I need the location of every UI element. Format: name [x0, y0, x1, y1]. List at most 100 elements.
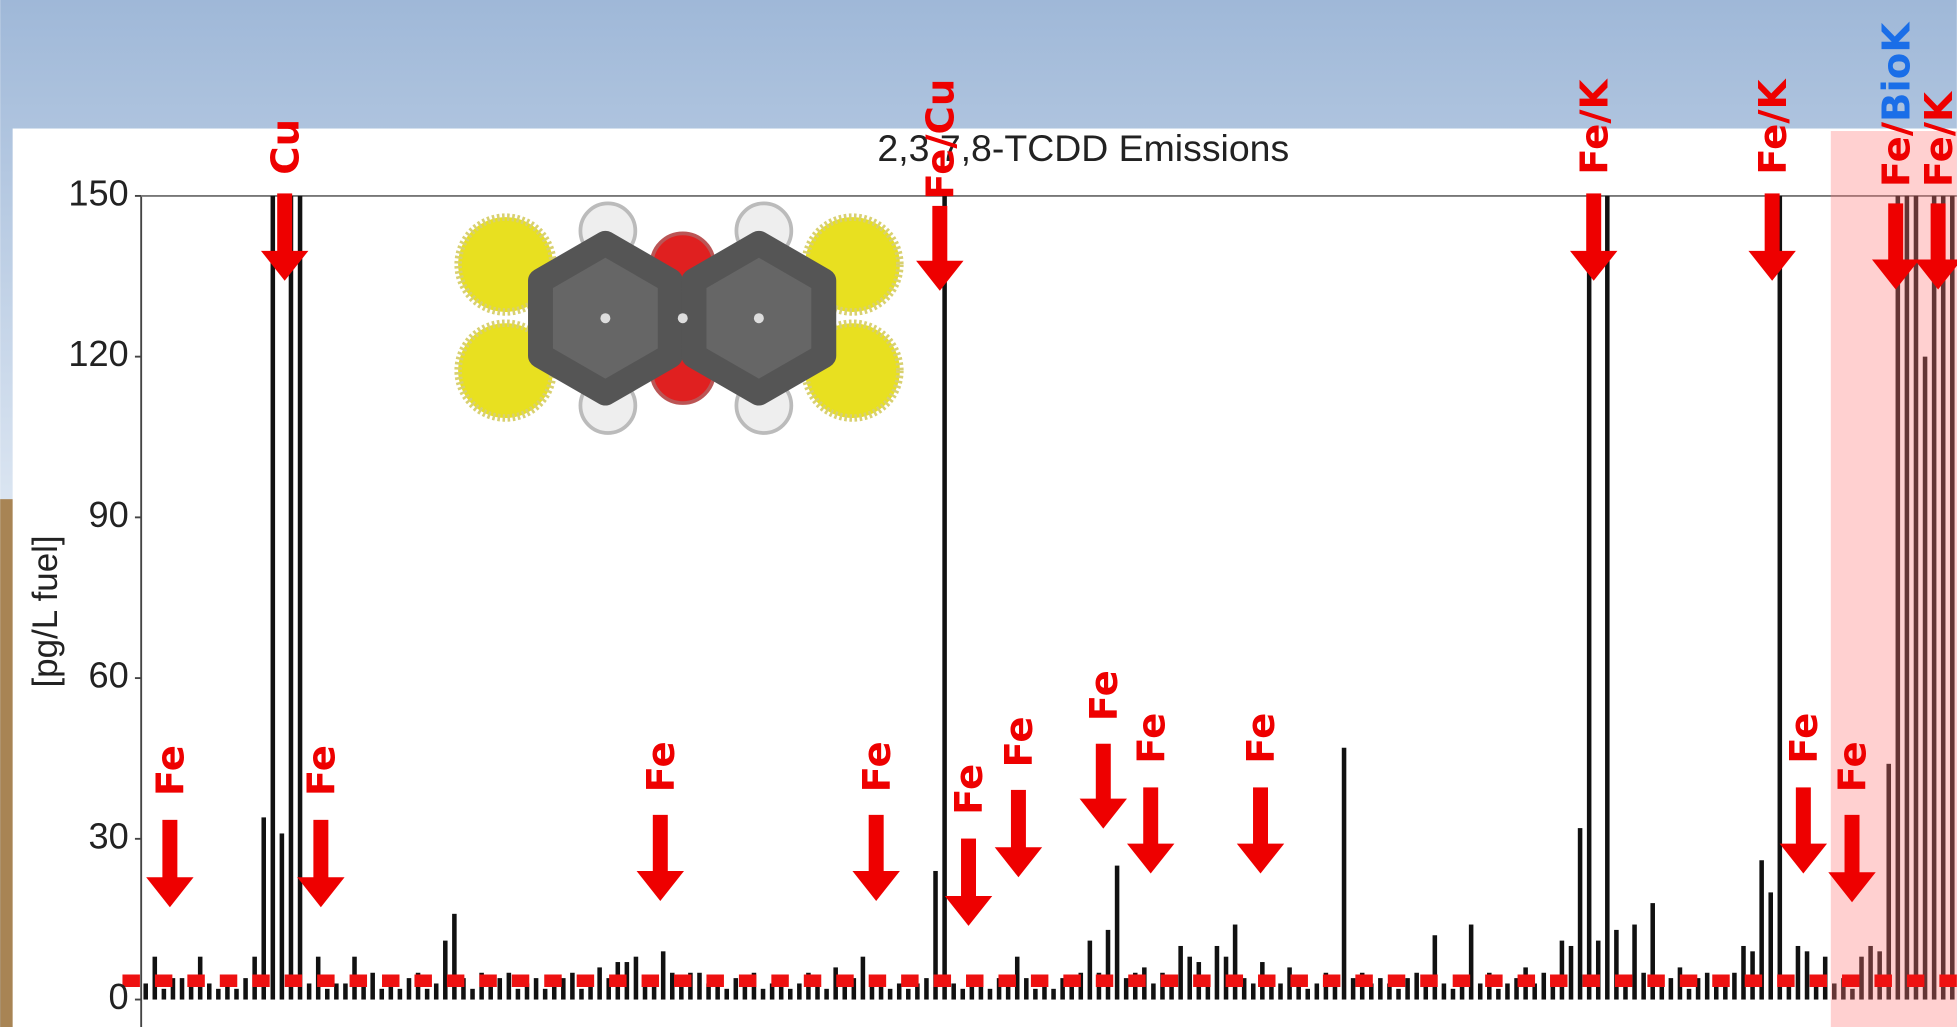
bar — [234, 989, 239, 1000]
bar — [924, 978, 929, 999]
bar — [343, 983, 348, 999]
bar — [398, 989, 403, 1000]
bar — [1124, 978, 1129, 999]
bar — [824, 989, 829, 1000]
bar — [1605, 196, 1610, 1000]
y-tick-label: 120 — [68, 333, 128, 374]
annotation-part: Fe — [1782, 713, 1827, 764]
bar — [634, 957, 639, 1000]
annotation-part: Fe — [1082, 670, 1127, 721]
annotation-label: Fe — [639, 741, 684, 792]
annotation-part: Fe — [300, 745, 345, 796]
bar — [1732, 973, 1737, 1000]
annotation-label: Fe — [300, 745, 345, 796]
bar — [1542, 973, 1547, 1000]
bar — [1351, 978, 1356, 999]
bar — [1687, 989, 1692, 1000]
y-tick-label: 60 — [88, 655, 128, 696]
annotation-part: Fe — [639, 741, 684, 792]
annotation-label: Cu — [263, 119, 308, 175]
arrow-shaft — [162, 820, 177, 880]
bar — [1342, 748, 1347, 1000]
bar — [1451, 989, 1456, 1000]
bar — [1560, 941, 1565, 1000]
bar — [1505, 983, 1510, 999]
bar — [1578, 828, 1583, 999]
bar — [734, 978, 739, 999]
bar — [1442, 983, 1447, 999]
y-tick-label: 30 — [88, 815, 128, 856]
bar — [1024, 978, 1029, 999]
bar — [334, 983, 339, 999]
plot-panel — [13, 129, 1957, 1027]
bar — [724, 989, 729, 1000]
bar — [1478, 983, 1483, 999]
annotation-part: Fe — [149, 745, 194, 796]
bar — [906, 989, 911, 1000]
bar — [988, 989, 993, 1000]
annotation-part: BioK — [1874, 21, 1919, 122]
bar — [1315, 983, 1320, 999]
annotation-label: Fe — [149, 745, 194, 796]
bar — [1278, 983, 1283, 999]
arrow-shaft — [1143, 787, 1158, 846]
bar — [1378, 978, 1383, 999]
bar — [307, 983, 312, 999]
arrow-shaft — [932, 206, 947, 263]
arrow-shaft — [1765, 193, 1780, 253]
annotation-label: Fe/K — [1751, 78, 1796, 175]
annotation-part: Fe — [1831, 741, 1876, 792]
annotation-label: Fe/BioK — [1874, 21, 1919, 188]
bar — [407, 978, 412, 999]
arrow-shaft — [1096, 744, 1111, 801]
arrow-shaft — [1931, 203, 1946, 262]
y-tick-label: 90 — [88, 494, 128, 535]
bar — [1414, 973, 1419, 1000]
arrow-shaft — [313, 820, 328, 880]
bar — [216, 989, 221, 1000]
bar — [516, 989, 521, 1000]
annotation-part: Fe/K — [1917, 90, 1957, 187]
bar — [1496, 989, 1501, 1000]
bar — [370, 973, 375, 1000]
bar — [470, 989, 475, 1000]
bar — [1614, 930, 1619, 1000]
bar — [1433, 935, 1438, 999]
bar — [1632, 925, 1637, 1000]
bar — [434, 983, 439, 999]
annotation-label: Fe — [855, 741, 900, 792]
bar — [1187, 957, 1192, 1000]
annotation-label: Fe/K — [1917, 90, 1957, 187]
bar — [888, 989, 893, 1000]
annotation-label: Fe — [997, 716, 1042, 767]
bar — [597, 967, 602, 999]
bar — [261, 817, 266, 999]
bar — [289, 196, 294, 1000]
bar — [1587, 196, 1592, 1000]
annotation-label: Fe — [1129, 713, 1174, 764]
bar — [1115, 866, 1120, 1000]
bar — [1396, 989, 1401, 1000]
annotation-part: Fe/Cu — [919, 79, 964, 200]
annotation-label: Fe — [1239, 713, 1284, 764]
bar — [1151, 983, 1156, 999]
bar — [1233, 925, 1238, 1000]
annotation-part: Cu — [263, 119, 308, 175]
y-axis-label: [pg/L fuel] — [26, 535, 65, 687]
y-tick-label: 0 — [109, 976, 129, 1017]
bar — [897, 983, 902, 999]
bar — [1796, 946, 1801, 1000]
bar — [243, 978, 248, 999]
annotation-part: Fe — [1239, 713, 1284, 764]
bar — [951, 983, 956, 999]
annotation-part: Fe — [855, 741, 900, 792]
bar — [1088, 941, 1093, 1000]
bar — [162, 989, 167, 1000]
arrow-shaft — [1011, 790, 1026, 850]
bar — [561, 978, 566, 999]
bar — [942, 196, 947, 1000]
bar — [443, 941, 448, 1000]
bar — [670, 973, 675, 1000]
bar — [1741, 946, 1746, 1000]
annotation-part: Fe — [997, 716, 1042, 767]
